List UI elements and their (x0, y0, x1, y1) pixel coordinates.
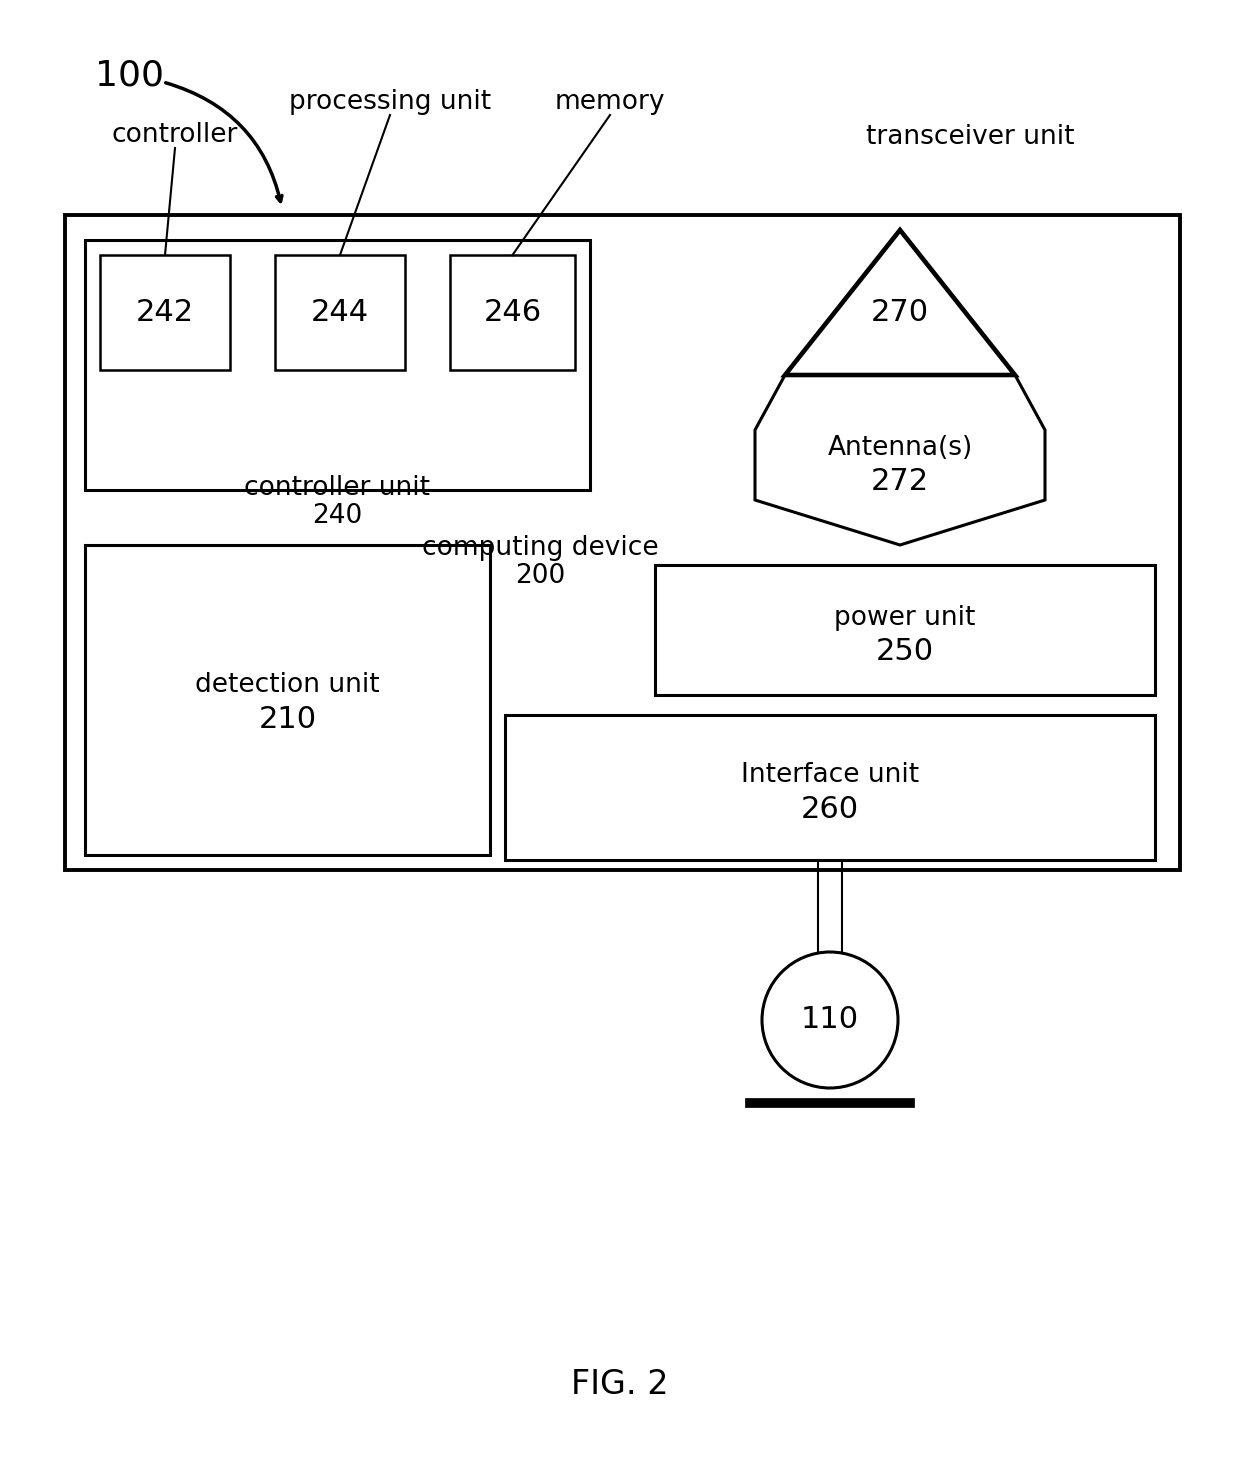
Text: controller unit: controller unit (244, 475, 430, 502)
Text: 100: 100 (95, 58, 164, 91)
Text: 200: 200 (515, 563, 565, 589)
Text: detection unit: detection unit (195, 673, 379, 698)
Text: controller: controller (112, 122, 238, 148)
Text: 244: 244 (311, 298, 370, 327)
Text: transceiver unit: transceiver unit (866, 124, 1074, 150)
Text: 210: 210 (258, 705, 316, 735)
Text: processing unit: processing unit (289, 88, 491, 115)
Text: 270: 270 (870, 298, 929, 327)
Text: FIG. 2: FIG. 2 (572, 1369, 668, 1401)
Text: 240: 240 (312, 503, 362, 530)
Text: memory: memory (554, 88, 665, 115)
Text: Antenna(s): Antenna(s) (827, 435, 972, 462)
Text: Interface unit: Interface unit (742, 763, 919, 789)
Text: 272: 272 (870, 468, 929, 497)
Text: 110: 110 (801, 1006, 859, 1034)
Text: 260: 260 (801, 795, 859, 825)
Text: 246: 246 (484, 298, 542, 327)
Text: computing device: computing device (422, 535, 658, 560)
Text: power unit: power unit (835, 605, 976, 631)
Text: 242: 242 (136, 298, 195, 327)
Text: 250: 250 (875, 637, 934, 667)
